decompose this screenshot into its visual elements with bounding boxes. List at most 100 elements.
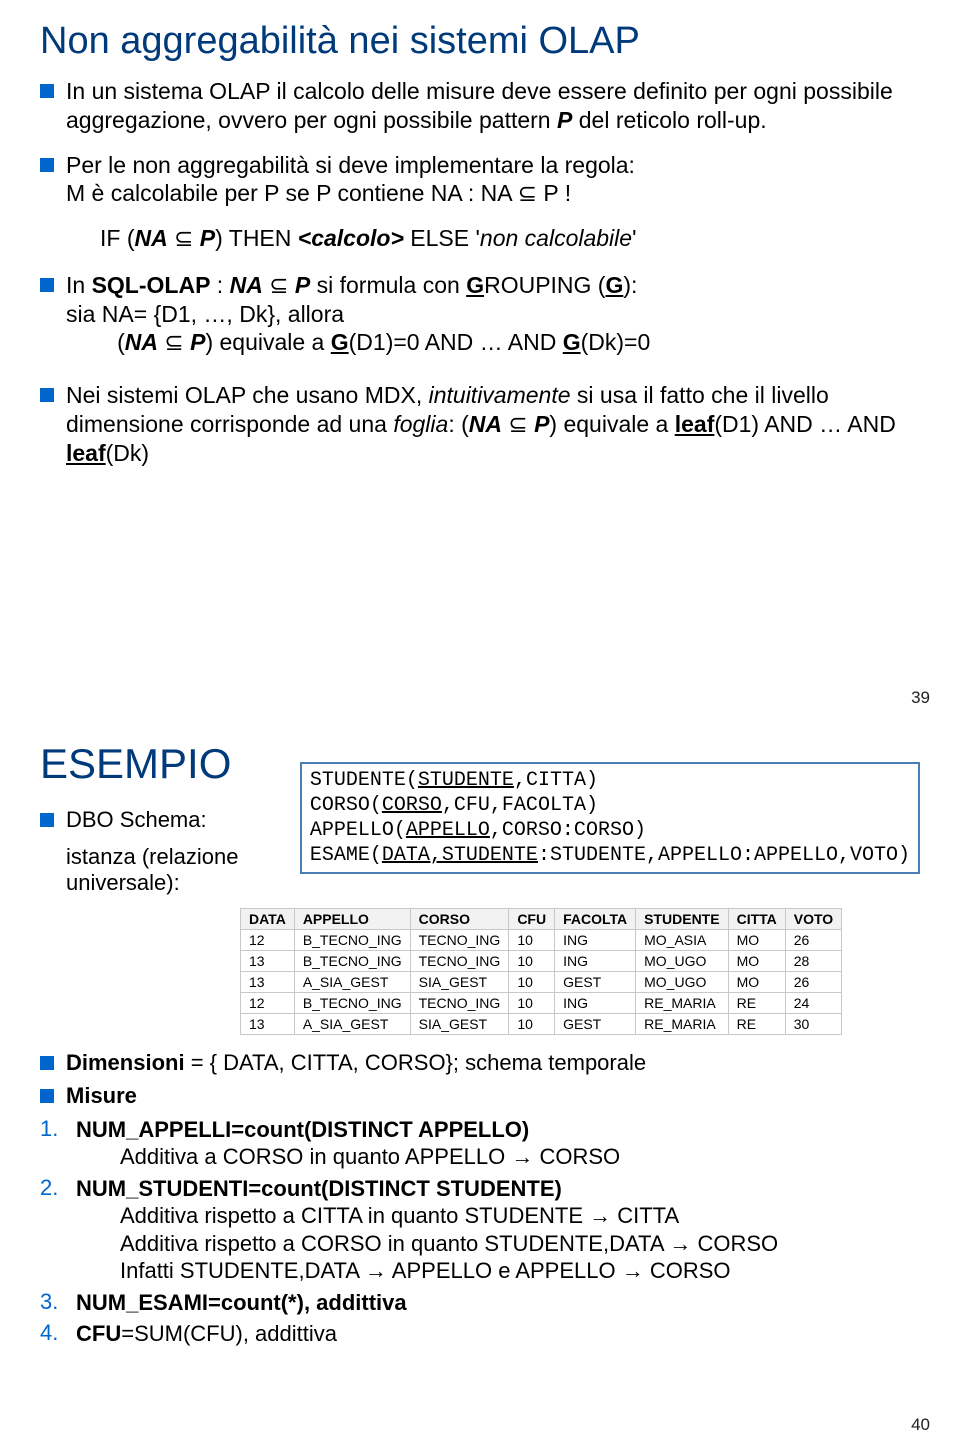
num-3: 3. NUM_ESAMI=count(*), addittiva — [40, 1289, 920, 1317]
misure-row: Misure — [40, 1082, 920, 1110]
table-cell: A_SIA_GEST — [294, 971, 410, 992]
table-cell: 13 — [241, 950, 295, 971]
table-cell: SIA_GEST — [410, 971, 509, 992]
table-cell: ING — [555, 950, 636, 971]
table-cell: 13 — [241, 1013, 295, 1034]
dbo-label: DBO Schema: — [66, 806, 207, 834]
num-4-label: 4. — [40, 1320, 70, 1346]
num-1-label: 1. — [40, 1116, 70, 1142]
table-cell: 12 — [241, 929, 295, 950]
bullet-icon — [40, 1056, 54, 1070]
table-cell: TECNO_ING — [410, 950, 509, 971]
left-col: ESEMPIO DBO Schema: istanza (relazione u… — [40, 740, 270, 896]
table-cell: MO_UGO — [636, 950, 728, 971]
table-cell: 30 — [785, 1013, 841, 1034]
slide-1: Non aggregabilità nei sistemi OLAP In un… — [0, 0, 960, 720]
num-4: 4. CFU=SUM(CFU), addittiva — [40, 1320, 920, 1348]
table-row: 13A_SIA_GESTSIA_GEST10GESTMO_UGOMO26 — [241, 971, 842, 992]
data-table: DATAAPPELLOCORSOCFUFACOLTASTUDENTECITTAV… — [240, 908, 842, 1035]
bullet-3: In SQL-OLAP : NA ⊆ P si formula con GROU… — [40, 271, 920, 357]
num-2: 2. NUM_STUDENTI=count(DISTINCT STUDENTE) — [40, 1175, 920, 1203]
bullet-icon — [40, 813, 54, 827]
slide2-title: ESEMPIO — [40, 740, 270, 788]
if-rule: IF (NA ⊆ P) THEN <calcolo> ELSE 'non cal… — [100, 224, 920, 253]
table-cell: MO_UGO — [636, 971, 728, 992]
table-cell: SIA_GEST — [410, 1013, 509, 1034]
table-header: APPELLO — [294, 908, 410, 929]
num-2-sub3: Infatti STUDENTE,DATA → APPELLO e APPELL… — [120, 1257, 920, 1285]
table-cell: ING — [555, 992, 636, 1013]
table-cell: RE_MARIA — [636, 992, 728, 1013]
table-header: VOTO — [785, 908, 841, 929]
table-header: CFU — [509, 908, 555, 929]
table-header: CORSO — [410, 908, 509, 929]
bullet-icon — [40, 278, 54, 292]
num-2-label: 2. — [40, 1175, 70, 1201]
bullet-4: Nei sistemi OLAP che usano MDX, intuitiv… — [40, 381, 920, 467]
table-cell: B_TECNO_ING — [294, 992, 410, 1013]
bullet-icon — [40, 84, 54, 98]
dimensioni-row: Dimensioni = { DATA, CITTA, CORSO}; sche… — [40, 1049, 920, 1077]
dbo-row: DBO Schema: — [40, 806, 270, 834]
bullet-1: In un sistema OLAP il calcolo delle misu… — [40, 77, 920, 135]
table-cell: MO — [728, 950, 785, 971]
table-cell: B_TECNO_ING — [294, 929, 410, 950]
num-2-text: NUM_STUDENTI=count(DISTINCT STUDENTE) — [76, 1175, 562, 1203]
table-cell: 24 — [785, 992, 841, 1013]
istanza-label: istanza (relazione universale): — [66, 844, 270, 896]
dimensioni-text: Dimensioni = { DATA, CITTA, CORSO}; sche… — [66, 1049, 646, 1077]
table-row: 12B_TECNO_INGTECNO_ING10INGMO_ASIAMO26 — [241, 929, 842, 950]
schema-box: STUDENTE(STUDENTE,CITTA) CORSO(CORSO,CFU… — [300, 762, 920, 874]
table-cell: MO_ASIA — [636, 929, 728, 950]
num-1: 1. NUM_APPELLI=count(DISTINCT APPELLO) — [40, 1116, 920, 1144]
table-cell: 10 — [509, 950, 555, 971]
slide-2: ESEMPIO DBO Schema: istanza (relazione u… — [0, 720, 960, 1447]
num-3-label: 3. — [40, 1289, 70, 1315]
num-1-text: NUM_APPELLI=count(DISTINCT APPELLO) — [76, 1116, 529, 1144]
bullet-2-text: Per le non aggregabilità si deve impleme… — [66, 151, 635, 209]
schema-col: STUDENTE(STUDENTE,CITTA) CORSO(CORSO,CFU… — [300, 740, 920, 874]
bullet-3-text: In SQL-OLAP : NA ⊆ P si formula con GROU… — [66, 271, 650, 357]
table-cell: TECNO_ING — [410, 992, 509, 1013]
table-cell: 26 — [785, 929, 841, 950]
table-row: 13A_SIA_GESTSIA_GEST10GESTRE_MARIARE30 — [241, 1013, 842, 1034]
table-cell: 28 — [785, 950, 841, 971]
table-header: DATA — [241, 908, 295, 929]
table-header: STUDENTE — [636, 908, 728, 929]
num-2-sub1: Additiva rispetto a CITTA in quanto STUD… — [120, 1202, 920, 1230]
bullet-icon — [40, 158, 54, 172]
misure-text: Misure — [66, 1082, 137, 1110]
table-cell: 12 — [241, 992, 295, 1013]
slide1-title: Non aggregabilità nei sistemi OLAP — [40, 20, 920, 63]
num-1-sub: Additiva a CORSO in quanto APPELLO → COR… — [120, 1143, 920, 1171]
table-cell: RE — [728, 1013, 785, 1034]
table-cell: 10 — [509, 971, 555, 992]
table-row: 13B_TECNO_INGTECNO_ING10INGMO_UGOMO28 — [241, 950, 842, 971]
table-cell: ING — [555, 929, 636, 950]
table-cell: RE_MARIA — [636, 1013, 728, 1034]
bullet-2: Per le non aggregabilità si deve impleme… — [40, 151, 920, 209]
table-cell: GEST — [555, 1013, 636, 1034]
table-cell: TECNO_ING — [410, 929, 509, 950]
num-2-sub2: Additiva rispetto a CORSO in quanto STUD… — [120, 1230, 920, 1258]
table-cell: 10 — [509, 992, 555, 1013]
table-cell: A_SIA_GEST — [294, 1013, 410, 1034]
table-cell: MO — [728, 929, 785, 950]
table-cell: 10 — [509, 929, 555, 950]
bullet-icon — [40, 1089, 54, 1103]
table-cell: MO — [728, 971, 785, 992]
page-number: 39 — [911, 688, 930, 708]
bullet-icon — [40, 388, 54, 402]
page-number: 40 — [911, 1415, 930, 1435]
table-cell: 26 — [785, 971, 841, 992]
top-row: ESEMPIO DBO Schema: istanza (relazione u… — [40, 740, 920, 896]
table-header: CITTA — [728, 908, 785, 929]
table-cell: GEST — [555, 971, 636, 992]
table-cell: 10 — [509, 1013, 555, 1034]
num-3-text: NUM_ESAMI=count(*), addittiva — [76, 1289, 407, 1317]
num-4-text: CFU=SUM(CFU), addittiva — [76, 1320, 337, 1348]
table-cell: B_TECNO_ING — [294, 950, 410, 971]
table-header: FACOLTA — [555, 908, 636, 929]
table-row: 12B_TECNO_INGTECNO_ING10INGRE_MARIARE24 — [241, 992, 842, 1013]
table-cell: RE — [728, 992, 785, 1013]
